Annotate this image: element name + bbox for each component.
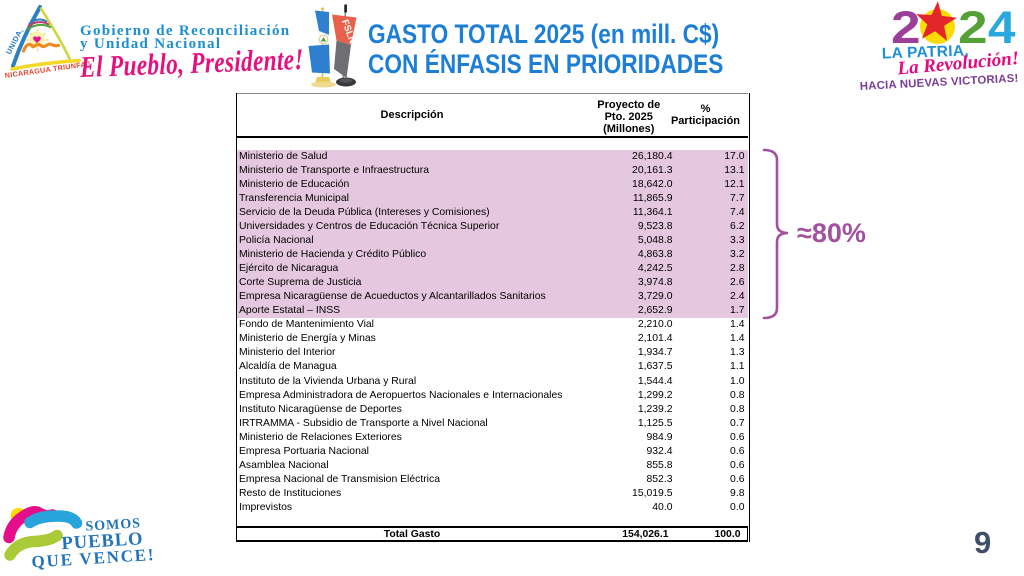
- svg-text:LA PATRIA,: LA PATRIA,: [882, 42, 970, 62]
- svg-text:QUE VENCE!: QUE VENCE!: [31, 545, 156, 572]
- svg-text:SOMOS: SOMOS: [85, 516, 141, 534]
- svg-text:2: 2: [891, 3, 921, 53]
- svg-text:2: 2: [958, 3, 988, 53]
- svg-text:4: 4: [988, 3, 1016, 53]
